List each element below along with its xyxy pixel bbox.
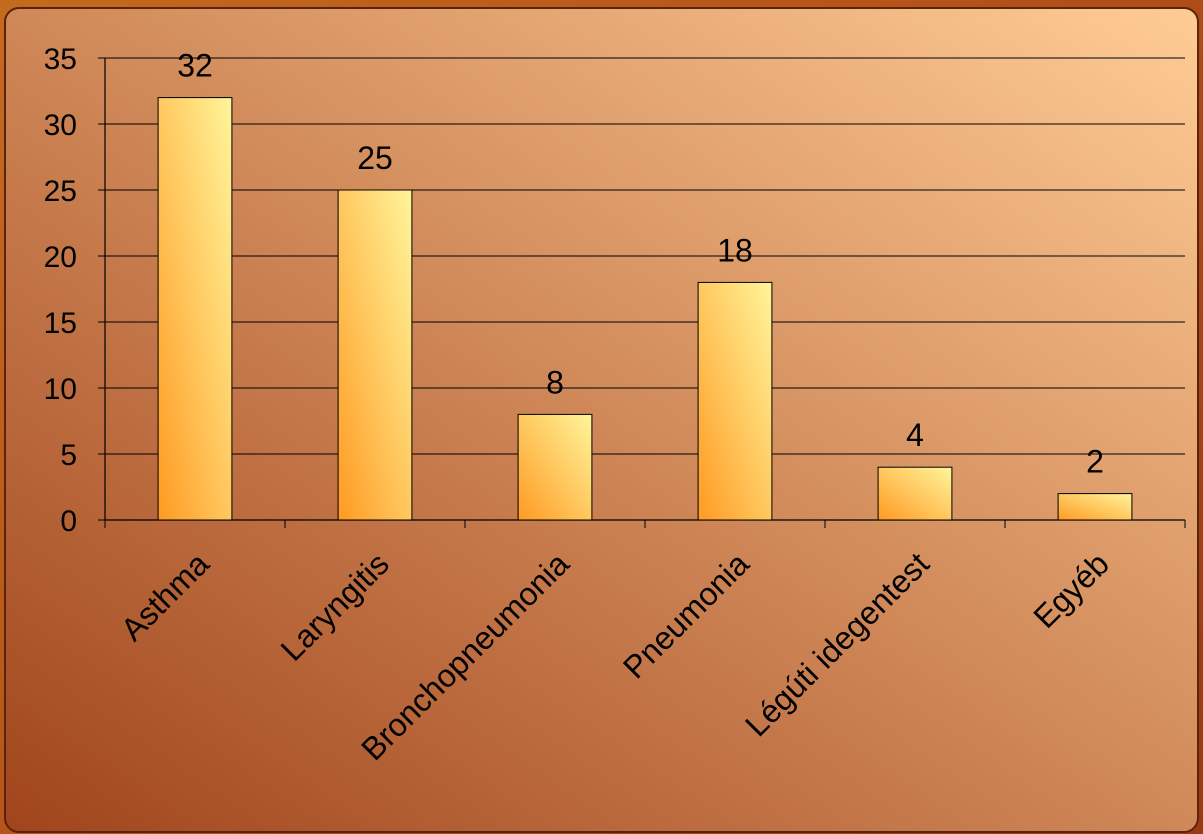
y-tick-label: 35 <box>44 43 77 76</box>
gridlines <box>105 57 1185 455</box>
bar-asthma <box>157 97 233 521</box>
plot-panel <box>4 7 1199 833</box>
data-label: 2 <box>1086 444 1104 480</box>
bar-l-g-ti-idegentest <box>877 466 953 521</box>
y-tick-label: 20 <box>44 241 77 274</box>
data-label: 18 <box>717 232 753 268</box>
y-tick-label: 15 <box>44 307 77 340</box>
bar-egy-b <box>1057 493 1133 521</box>
y-tick-label: 0 <box>60 505 77 538</box>
data-label: 25 <box>357 140 393 176</box>
data-label: 8 <box>546 364 564 400</box>
axes <box>98 57 1186 528</box>
bars <box>157 97 1133 521</box>
bar-bronchopneumonia <box>517 413 593 521</box>
data-label: 32 <box>177 48 213 84</box>
data-label: 4 <box>906 417 924 453</box>
y-tick-label: 5 <box>60 439 77 472</box>
y-tick-label: 25 <box>44 175 77 208</box>
bar-pneumonia <box>697 281 773 521</box>
bar-laryngitis <box>337 189 413 521</box>
y-tick-label: 10 <box>44 373 77 406</box>
y-tick-label: 30 <box>44 109 77 142</box>
